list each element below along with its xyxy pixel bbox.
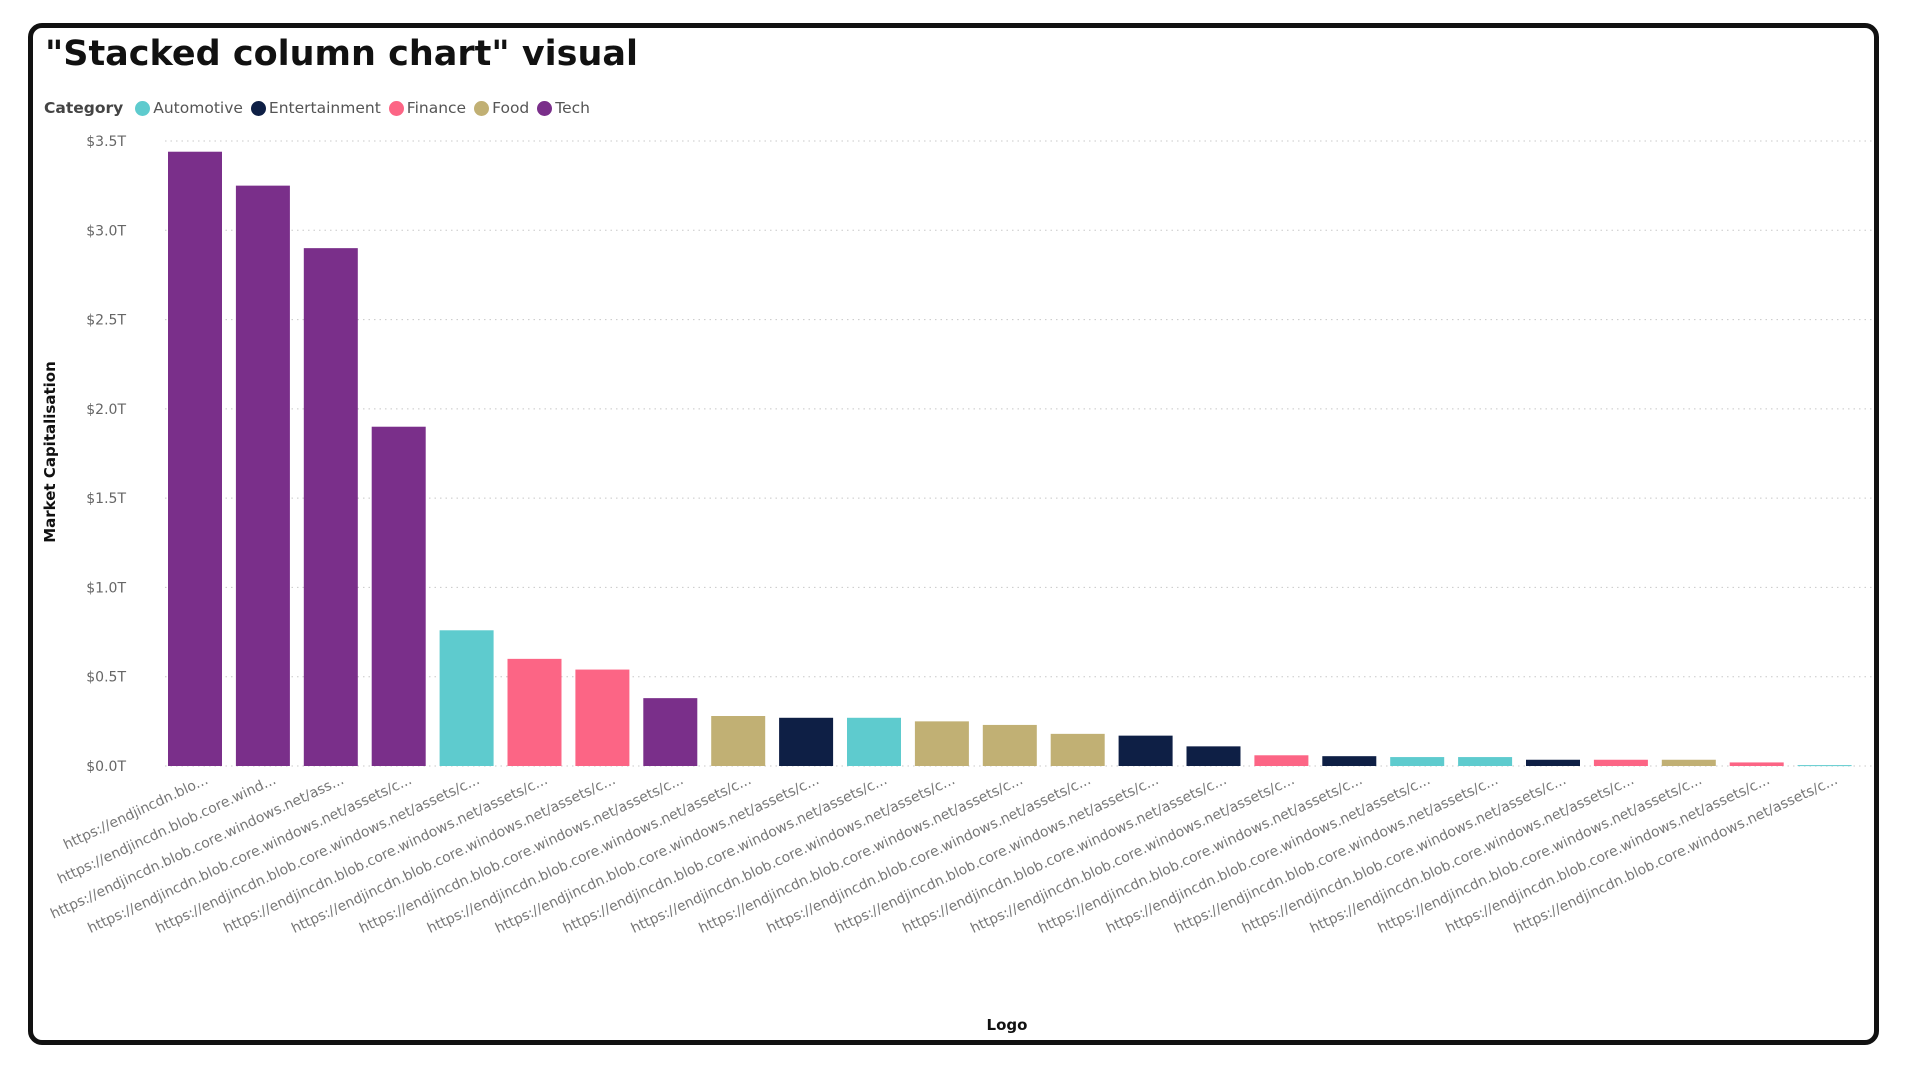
- bar-entertainment-9[interactable]: [779, 717, 834, 766]
- legend-dot-icon: [388, 100, 404, 116]
- y-tick-label: $0.0T: [86, 759, 126, 775]
- bar-automotive-4[interactable]: [439, 630, 494, 766]
- y-tick-label: $3.5T: [86, 134, 126, 150]
- bar-entertainment-15[interactable]: [1186, 746, 1241, 766]
- bar-food-8[interactable]: [711, 716, 766, 766]
- bar-tech-7[interactable]: [643, 698, 698, 766]
- bar-tech-1[interactable]: [235, 185, 290, 767]
- bar-tech-2[interactable]: [303, 248, 358, 767]
- y-axis-ticks: $0.0T $0.5T $1.0T $1.5T $2.0T $2.5T $3.0T $3.5T: [86, 134, 126, 775]
- y-tick-label: $1.5T: [86, 491, 126, 507]
- bar-finance-6[interactable]: [575, 669, 630, 766]
- y-tick-label: $3.0T: [86, 223, 126, 239]
- legend-dot-icon: [537, 100, 553, 116]
- legend-title: Category: [44, 99, 124, 117]
- bar-automotive-24[interactable]: [1797, 765, 1852, 767]
- legend-dot-icon: [250, 100, 266, 116]
- bar-automotive-10[interactable]: [847, 717, 901, 766]
- y-axis-title: Market Capitalisation: [41, 361, 59, 543]
- gridlines: [165, 140, 1875, 767]
- bar-finance-21[interactable]: [1593, 759, 1648, 766]
- bar-food-11[interactable]: [914, 721, 969, 766]
- legend-label: Entertainment: [268, 99, 381, 117]
- bar-tech-0[interactable]: [168, 151, 222, 766]
- chart-title: "Stacked column chart" visual: [45, 34, 639, 74]
- x-axis-title: Logo: [987, 1016, 1028, 1034]
- chart-legend: Category Automotive Entertainment Financ…: [44, 97, 598, 119]
- bar-food-12[interactable]: [982, 724, 1037, 766]
- y-tick-label: $0.5T: [86, 670, 126, 686]
- bar-tech-3[interactable]: [371, 426, 426, 766]
- bar-entertainment-14[interactable]: [1118, 735, 1173, 766]
- legend-item-automotive[interactable]: Automotive: [135, 99, 243, 117]
- legend-label: Finance: [406, 99, 467, 117]
- y-tick-label: $2.5T: [86, 313, 126, 329]
- legend-dot-icon: [474, 100, 490, 116]
- legend-label: Automotive: [153, 99, 243, 117]
- legend-item-tech[interactable]: Tech: [537, 99, 590, 117]
- legend-dot-icon: [135, 100, 151, 116]
- bar-automotive-19[interactable]: [1458, 757, 1513, 766]
- legend-item-finance[interactable]: Finance: [388, 99, 467, 117]
- bar-finance-23[interactable]: [1729, 762, 1784, 766]
- x-axis-ticks: https://endjincdn.blo...https://endjincd…: [48, 772, 1840, 937]
- bar-food-22[interactable]: [1661, 759, 1716, 766]
- legend-label: Tech: [555, 99, 590, 117]
- legend-item-food[interactable]: Food: [474, 99, 529, 117]
- bar-food-13[interactable]: [1050, 733, 1105, 766]
- y-tick-label: $2.0T: [86, 402, 126, 418]
- bar-entertainment-20[interactable]: [1526, 759, 1580, 766]
- bar-finance-5[interactable]: [507, 658, 562, 766]
- legend-label: Food: [492, 99, 530, 117]
- legend-item-entertainment[interactable]: Entertainment: [250, 99, 381, 117]
- bar-automotive-18[interactable]: [1390, 757, 1445, 766]
- bars-layer: [168, 151, 1852, 767]
- bar-finance-16[interactable]: [1254, 755, 1309, 766]
- y-tick-label: $1.0T: [86, 580, 126, 596]
- bar-entertainment-17[interactable]: [1322, 756, 1377, 766]
